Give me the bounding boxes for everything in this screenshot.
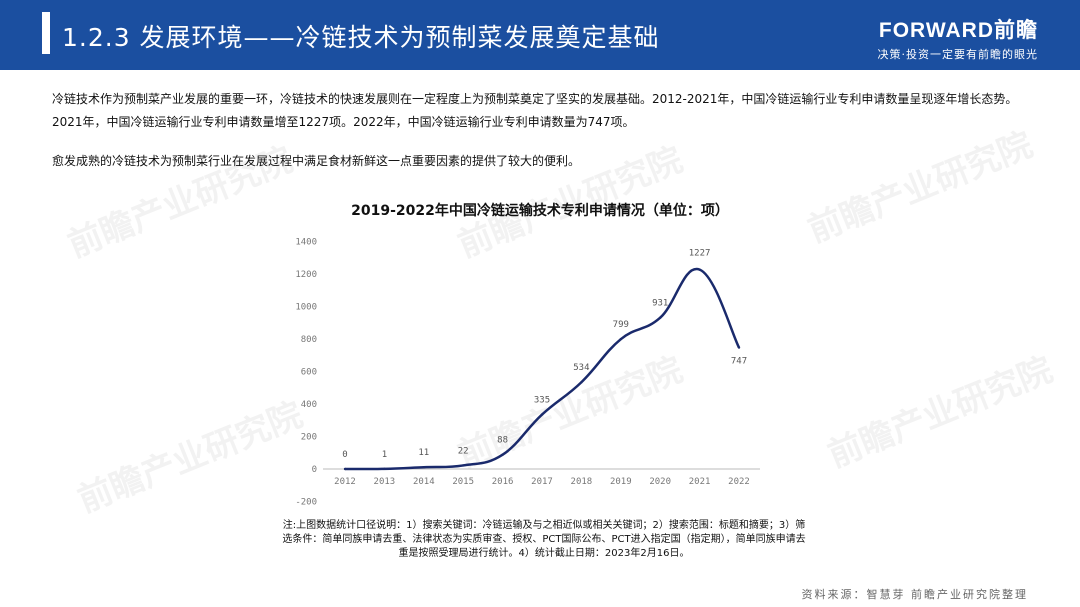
data-point <box>698 268 701 271</box>
y-tick-label: 1400 <box>295 238 317 248</box>
y-tick-label: 600 <box>301 368 317 378</box>
series-line <box>344 267 741 471</box>
data-label: 1227 <box>689 249 711 259</box>
data-label: 88 <box>497 436 508 446</box>
data-source: 资料来源：智慧芽 前瞻产业研究院整理 <box>801 588 1028 601</box>
data-point <box>383 467 386 471</box>
data-point <box>462 464 465 467</box>
x-tick-label: 2017 <box>531 477 553 487</box>
data-label: 1 <box>382 450 387 460</box>
x-tick-label: 2022 <box>728 477 750 487</box>
chart-note: 注:上图数据统计口径说明：1）搜索关键词：冷链运输及与之相近似或相关关键词；2）… <box>282 520 806 559</box>
y-tick-label: 400 <box>301 400 317 410</box>
y-tick-label: -200 <box>295 498 317 508</box>
x-tick-label: 2019 <box>610 477 632 487</box>
summary-paragraph: 愈发成熟的冷链技术为预制菜行业在发展过程中满足食材新鲜这一点重要因素的提供了较大… <box>52 154 581 168</box>
data-label: 0 <box>342 450 347 460</box>
data-label: 931 <box>652 299 668 309</box>
intro-paragraph: 冷链技术作为预制菜产业发展的重要一环，冷链技术的快速发展则在一定程度上为预制菜奠… <box>52 92 1018 129</box>
y-tick-label: 1200 <box>295 270 317 280</box>
data-point <box>619 337 622 341</box>
data-label: 747 <box>731 357 747 367</box>
y-tick-label: 0 <box>312 465 317 475</box>
x-tick-label: 2013 <box>374 477 396 487</box>
header-bar: 1.2.3 发展环境——冷链技术为预制菜发展奠定基础 FORWARD前瞻 决策·… <box>0 0 1080 70</box>
x-tick-label: 2014 <box>413 477 435 487</box>
data-label: 534 <box>573 363 589 373</box>
data-point <box>501 453 504 456</box>
brand-logo: FORWARD前瞻 <box>878 19 1038 42</box>
data-point <box>422 466 425 469</box>
data-label: 799 <box>613 320 629 330</box>
x-tick-label: 2012 <box>334 477 356 487</box>
page-title: 1.2.3 发展环境——冷链技术为预制菜发展奠定基础 <box>62 23 660 52</box>
x-tick-label: 2015 <box>452 477 474 487</box>
data-label: 335 <box>534 396 550 406</box>
data-point <box>737 346 741 349</box>
data-point <box>540 413 544 416</box>
title-accent-bar <box>42 12 50 54</box>
data-label: 11 <box>418 448 429 458</box>
x-tick-label: 2018 <box>571 477 593 487</box>
x-tick-label: 2021 <box>689 477 711 487</box>
y-tick-label: 1000 <box>295 303 317 313</box>
brand: FORWARD前瞻 决策·投资一定要有前瞻的眼光 <box>878 14 1039 62</box>
data-point <box>343 467 347 471</box>
chart-title: 2019-2022年中国冷链运输技术专利申请情况（单位：项） <box>351 203 729 219</box>
data-point <box>659 316 662 319</box>
y-tick-label: 200 <box>301 433 317 443</box>
data-point <box>580 381 583 384</box>
x-tick-label: 2020 <box>649 477 671 487</box>
y-tick-label: 800 <box>301 335 317 345</box>
data-label: 22 <box>458 446 469 456</box>
x-tick-label: 2016 <box>492 477 514 487</box>
brand-slogan: 决策·投资一定要有前瞻的眼光 <box>877 48 1038 61</box>
